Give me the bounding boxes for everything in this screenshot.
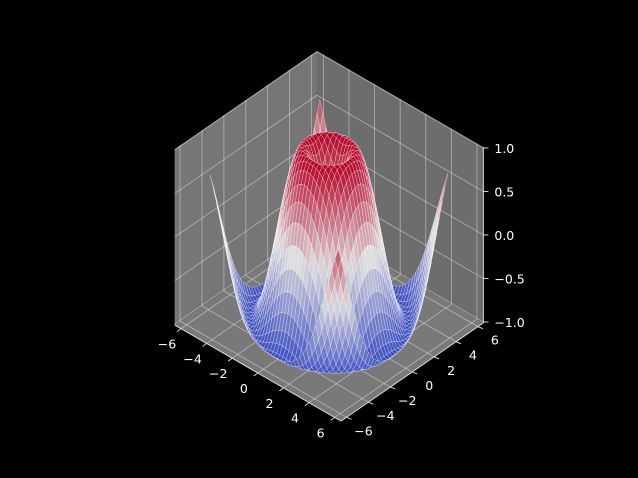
surface-patch <box>334 248 342 271</box>
x-tick-mark <box>227 357 233 362</box>
x-tick-mark <box>202 343 207 347</box>
z-gridline <box>174 94 484 194</box>
y-tick-label: 2 <box>447 363 455 378</box>
x-tick-label: 4 <box>291 411 299 426</box>
x-tick-mark <box>279 387 284 392</box>
z-tick-label: 0.5 <box>494 184 514 199</box>
x-tick-label: −4 <box>183 351 201 366</box>
x-tick-label: 2 <box>265 396 273 411</box>
y-tick-mark <box>412 371 418 375</box>
x-tick-mark <box>176 328 182 333</box>
y-tick-mark <box>455 341 462 345</box>
x-tick-label: 0 <box>240 381 248 396</box>
z-gridline <box>174 51 484 151</box>
z-tick-label: 0.0 <box>494 228 514 243</box>
y-tick-mark <box>346 416 352 420</box>
x-tick-label: 6 <box>317 425 325 440</box>
x-gridline <box>334 143 478 418</box>
y-tick-label: −4 <box>376 408 394 423</box>
y-tick-label: −6 <box>354 423 372 438</box>
y-tick-mark <box>390 386 396 390</box>
x-tick-mark <box>330 417 335 421</box>
x-tick-label: −2 <box>209 366 227 381</box>
y-tick-label: −2 <box>398 393 416 408</box>
x-axis-ticks: −6 −4 −2 0 2 4 6 <box>158 328 335 440</box>
y-tick-label: 6 <box>491 333 499 348</box>
z-axis-ticks: −1.0 −0.5 0.0 0.5 1.0 <box>483 141 525 330</box>
y-tick-label: 4 <box>469 348 477 363</box>
right-wall-pane <box>316 50 484 323</box>
y-gridline <box>179 145 347 418</box>
z-tick-label: −1.0 <box>494 315 524 330</box>
y-tick-mark <box>477 326 484 330</box>
y-tick-label: 0 <box>425 378 433 393</box>
x-tick-mark <box>253 372 259 377</box>
y-tick-mark <box>368 401 374 405</box>
left-wall-pane <box>174 50 317 325</box>
y-axis-line <box>340 322 484 422</box>
surface-mesh <box>210 99 448 374</box>
x-tick-label: −6 <box>158 337 176 352</box>
x-tick-mark <box>304 402 310 407</box>
z-tick-label: 1.0 <box>494 141 514 156</box>
z-tick-label: −0.5 <box>494 271 524 286</box>
y-tick-mark <box>433 356 440 360</box>
